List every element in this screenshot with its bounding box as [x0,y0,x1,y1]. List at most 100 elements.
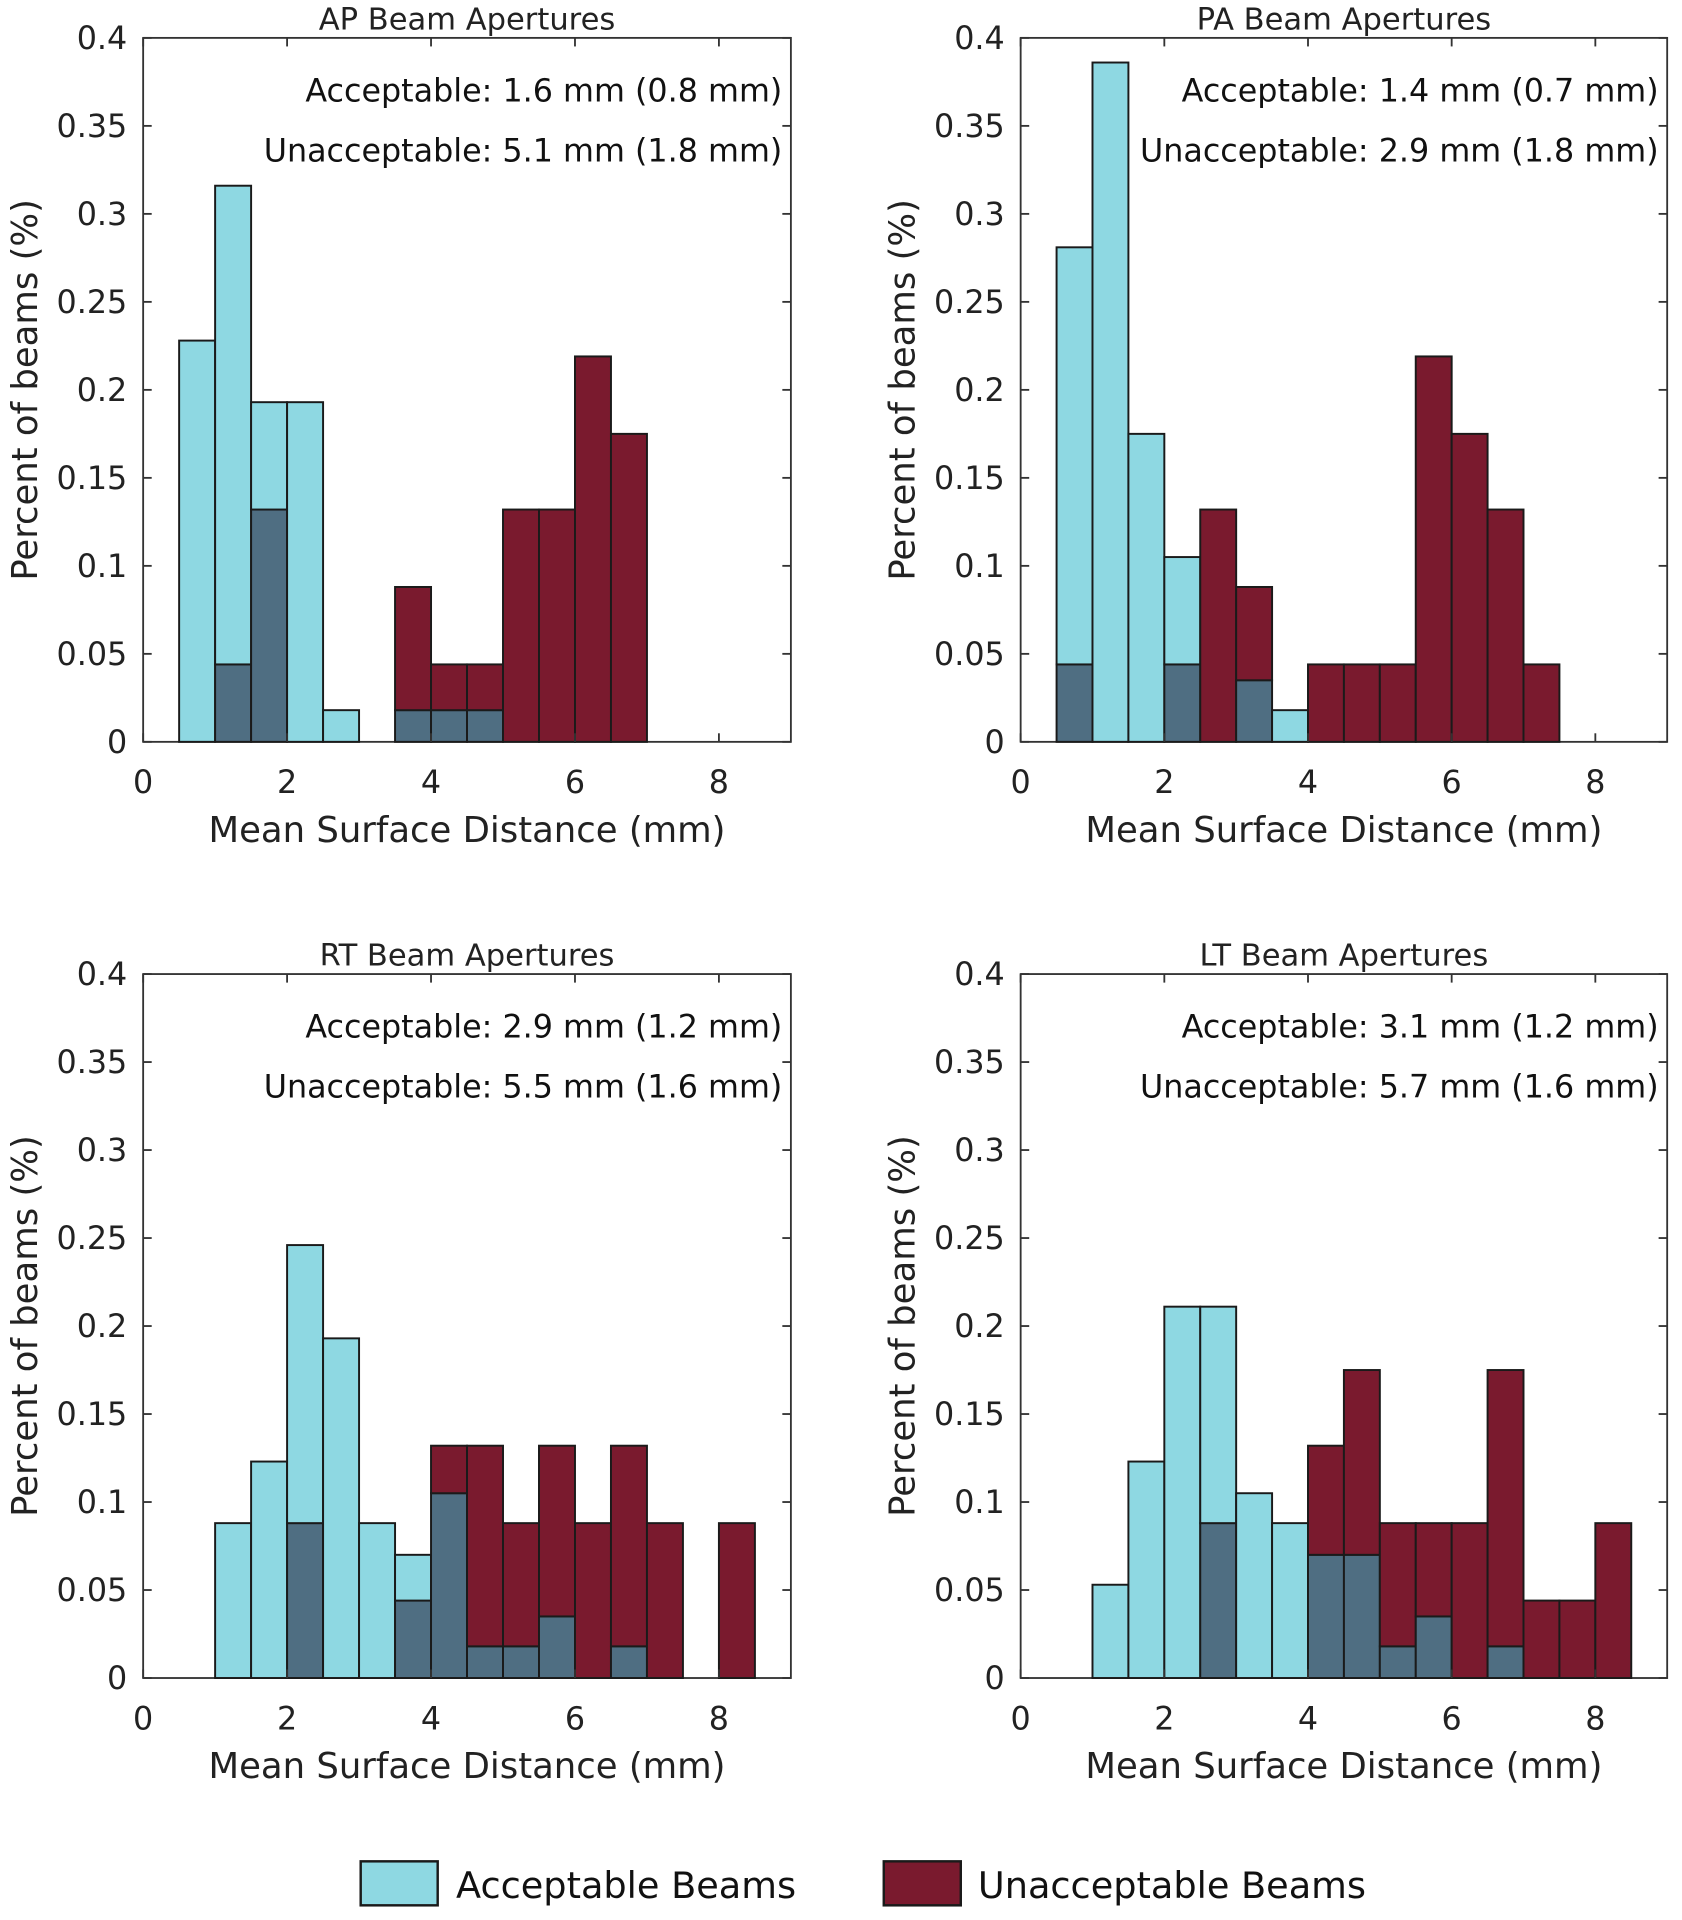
y-axis-label: Percent of beams (%) [5,199,46,581]
bar-unacceptable [502,1522,540,1648]
bar-unacceptable [1522,1599,1561,1679]
x-tick-label: 2 [1154,1701,1174,1737]
x-tick-label: 4 [421,765,441,801]
histogram-panel-ap: 0 0.05 0.1 0.15 0.2 0.25 0.3 0.35 0.4 0 2 4 6 8 AP Bea… [5,2,792,851]
bar-unacceptable [1235,585,1274,682]
y-tick-label: 0.35 [57,1045,128,1081]
stats-annotation: Unacceptable: 5.7 mm (1.6 mm) [1140,1069,1659,1105]
chart-title: LT Beam Apertures [1200,938,1489,973]
bar-overlap [286,1522,325,1679]
bar-acceptable [214,1522,253,1679]
bar-overlap [1163,663,1202,743]
y-tick-label: 0.35 [934,109,1005,145]
y-axis-label: Percent of beams (%) [882,1135,923,1517]
bar-overlap [430,709,468,743]
x-tick-label: 2 [1154,765,1174,801]
x-tick-label: 0 [1011,1701,1031,1737]
y-axis-label: Percent of beams (%) [5,1135,46,1517]
bar-unacceptable [1342,663,1381,743]
bar-overlap [1378,1645,1417,1679]
stats-annotation: Unacceptable: 2.9 mm (1.8 mm) [1140,133,1659,169]
y-tick-label: 0.05 [934,637,1005,673]
bar-acceptable [250,1460,289,1679]
x-tick-label: 8 [709,765,729,801]
bar-unacceptable [1486,508,1525,743]
y-tick-label: 0 [985,725,1005,761]
bar-acceptable [358,1522,397,1679]
x-tick-label: 8 [1585,765,1605,801]
y-axis-label: Percent of beams (%) [882,199,923,581]
y-tick-label: 0.25 [57,285,128,321]
y-tick-label: 0 [107,1661,127,1697]
y-tick-label: 0.1 [954,1485,1005,1521]
bar-unacceptable [1307,1444,1345,1556]
bar-acceptable [214,184,253,666]
bar-unacceptable [538,508,576,743]
bar-overlap [609,1645,648,1679]
legend-label-unacceptable: Unacceptable Beams [978,1864,1366,1907]
bar-overlap [466,709,504,743]
bar-overlap [394,1599,433,1679]
y-tick-label: 0.4 [77,21,128,57]
bar-acceptable [1163,556,1202,666]
x-tick-label: 0 [133,1701,153,1737]
y-tick-label: 0.3 [77,1133,128,1169]
y-tick-label: 0.4 [77,957,128,993]
bar-unacceptable [466,1444,504,1648]
legend-swatch-unacceptable [882,1860,962,1907]
x-tick-label: 8 [1585,1701,1605,1737]
bar-acceptable [1127,1460,1166,1679]
bar-acceptable [1163,1305,1202,1679]
y-tick-label: 0.3 [954,197,1005,233]
bar-overlap [1307,1553,1345,1679]
bar-acceptable [1091,61,1130,743]
x-tick-label: 4 [421,1701,441,1737]
x-axis-label: Mean Surface Distance (mm) [1085,810,1602,851]
bar-acceptable [1271,709,1309,743]
y-tick-label: 0.15 [934,1397,1005,1433]
bar-unacceptable [1594,1522,1633,1679]
stats-annotation: Acceptable: 1.6 mm (0.8 mm) [305,73,782,109]
bar-unacceptable [574,355,612,743]
x-tick-label: 6 [565,765,585,801]
bar-acceptable [1091,1583,1130,1679]
y-tick-label: 0.25 [934,1221,1005,1257]
histogram-panel-rt: 0 0.05 0.1 0.15 0.2 0.25 0.3 0.35 0.4 0 2 4 6 8 RT Bea… [5,938,792,1787]
histogram-panel-pa: 0 0.05 0.1 0.15 0.2 0.25 0.3 0.35 0.4 0 2 4 6 8 PA Bea… [882,2,1669,851]
bar-unacceptable [502,508,540,743]
y-tick-label: 0.2 [954,373,1005,409]
bar-unacceptable [1414,1522,1453,1618]
bar-acceptable [1127,432,1166,743]
bar-acceptable [322,1337,361,1679]
y-tick-label: 0.35 [934,1045,1005,1081]
bar-overlap [1199,1522,1238,1679]
bar-unacceptable [1378,663,1417,743]
y-tick-label: 0.15 [57,1397,128,1433]
y-tick-label: 0.3 [954,1133,1005,1169]
legend: Acceptable Beams Unacceptable Beams [359,1860,1366,1907]
x-tick-label: 6 [565,1701,585,1737]
bar-unacceptable [1450,432,1489,743]
bar-unacceptable [538,1444,576,1618]
y-tick-label: 0.35 [57,109,128,145]
bar-unacceptable [1199,508,1238,743]
bar-overlap [250,508,289,743]
bar-acceptable [322,709,361,743]
bar-overlap [502,1645,540,1679]
bar-unacceptable [430,663,468,712]
y-tick-label: 0.2 [77,373,128,409]
x-tick-label: 6 [1442,1701,1462,1737]
y-tick-label: 0.1 [77,1485,128,1521]
bar-acceptable [1199,1305,1238,1525]
chart-title: PA Beam Apertures [1197,2,1492,37]
chart-title: RT Beam Apertures [320,938,615,973]
y-tick-label: 0.1 [77,549,128,585]
bar-acceptable [1055,246,1094,666]
bar-unacceptable [1486,1369,1525,1648]
bar-unacceptable [609,1444,648,1648]
bar-overlap [1055,663,1094,743]
bar-unacceptable [1342,1369,1381,1556]
bar-unacceptable [1522,663,1561,743]
x-tick-label: 8 [709,1701,729,1737]
y-tick-label: 0.15 [57,461,128,497]
